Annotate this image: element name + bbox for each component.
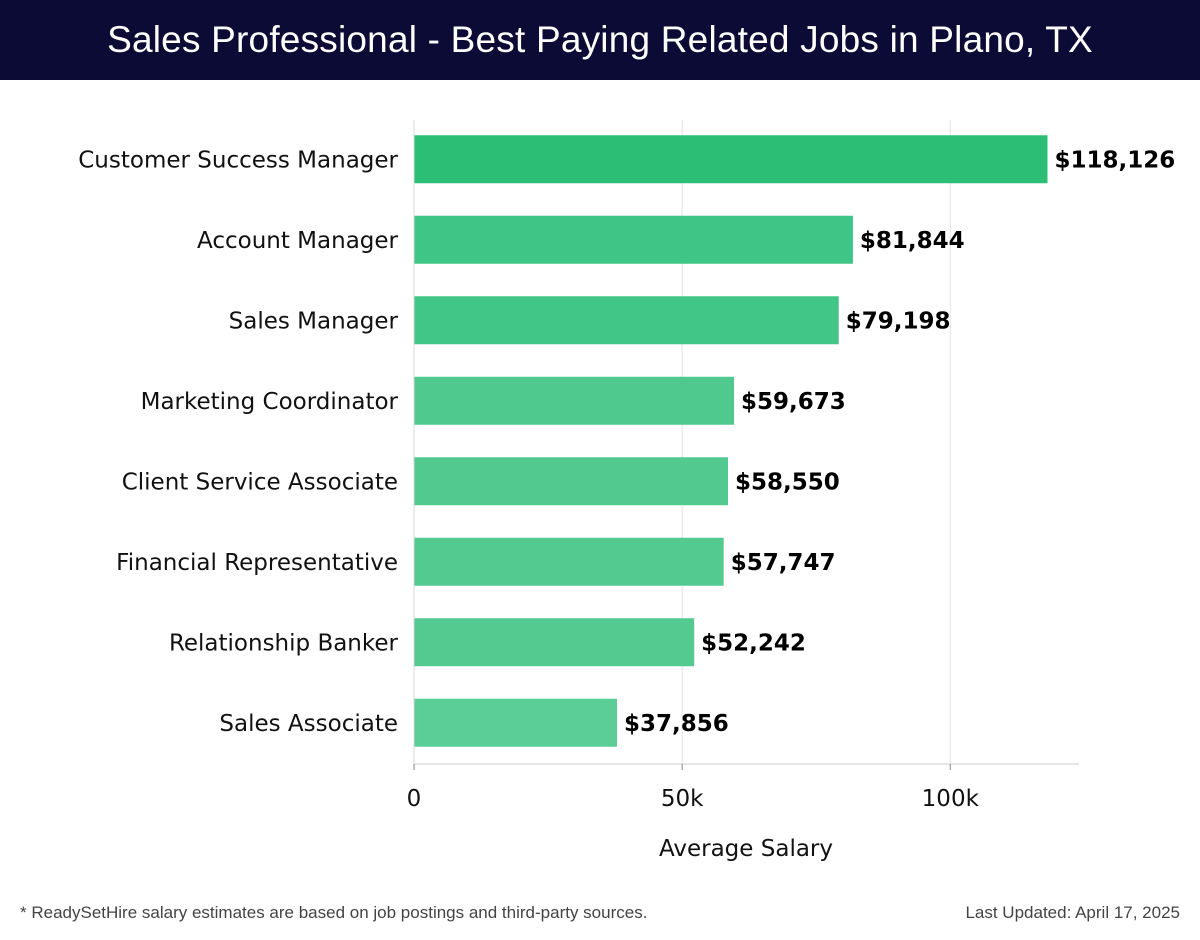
x-axis-title: Average Salary xyxy=(659,836,833,862)
page-title: Sales Professional - Best Paying Related… xyxy=(107,19,1093,60)
bar-chart: Customer Success Manager $118,126 Account … xyxy=(78,120,1175,862)
bar xyxy=(414,215,853,264)
category-label: Financial Representative xyxy=(116,550,398,576)
x-tick-label: 0 xyxy=(407,786,422,812)
last-updated-text: Last Updated: April 17, 2025 xyxy=(965,903,1180,922)
category-label: Sales Manager xyxy=(229,308,399,334)
category-label: Relationship Banker xyxy=(169,630,399,656)
category-label: Customer Success Manager xyxy=(78,147,398,173)
bar xyxy=(414,618,695,667)
chart-header: Sales Professional - Best Paying Related… xyxy=(0,0,1200,80)
bar xyxy=(414,457,728,506)
category-label: Client Service Associate xyxy=(122,469,398,495)
x-tick-label: 100k xyxy=(922,786,980,812)
category-label: Marketing Coordinator xyxy=(141,389,399,415)
value-label: $52,242 xyxy=(701,630,806,656)
value-label: $58,550 xyxy=(735,469,840,495)
value-label: $118,126 xyxy=(1054,147,1175,173)
bar xyxy=(414,376,735,425)
value-label: $79,198 xyxy=(846,308,951,334)
value-label: $37,856 xyxy=(624,711,729,737)
category-label: Sales Associate xyxy=(219,711,398,737)
footer-disclaimer: * ReadySetHire salary estimates are base… xyxy=(20,903,648,922)
value-label: $81,844 xyxy=(860,228,965,254)
bar xyxy=(414,135,1048,184)
bar xyxy=(414,296,839,345)
category-label: Account Manager xyxy=(197,228,399,254)
bar xyxy=(414,698,618,747)
bar xyxy=(414,537,724,586)
value-label: $57,747 xyxy=(731,550,836,576)
value-label: $59,673 xyxy=(741,389,846,415)
x-tick-label: 50k xyxy=(661,786,704,812)
